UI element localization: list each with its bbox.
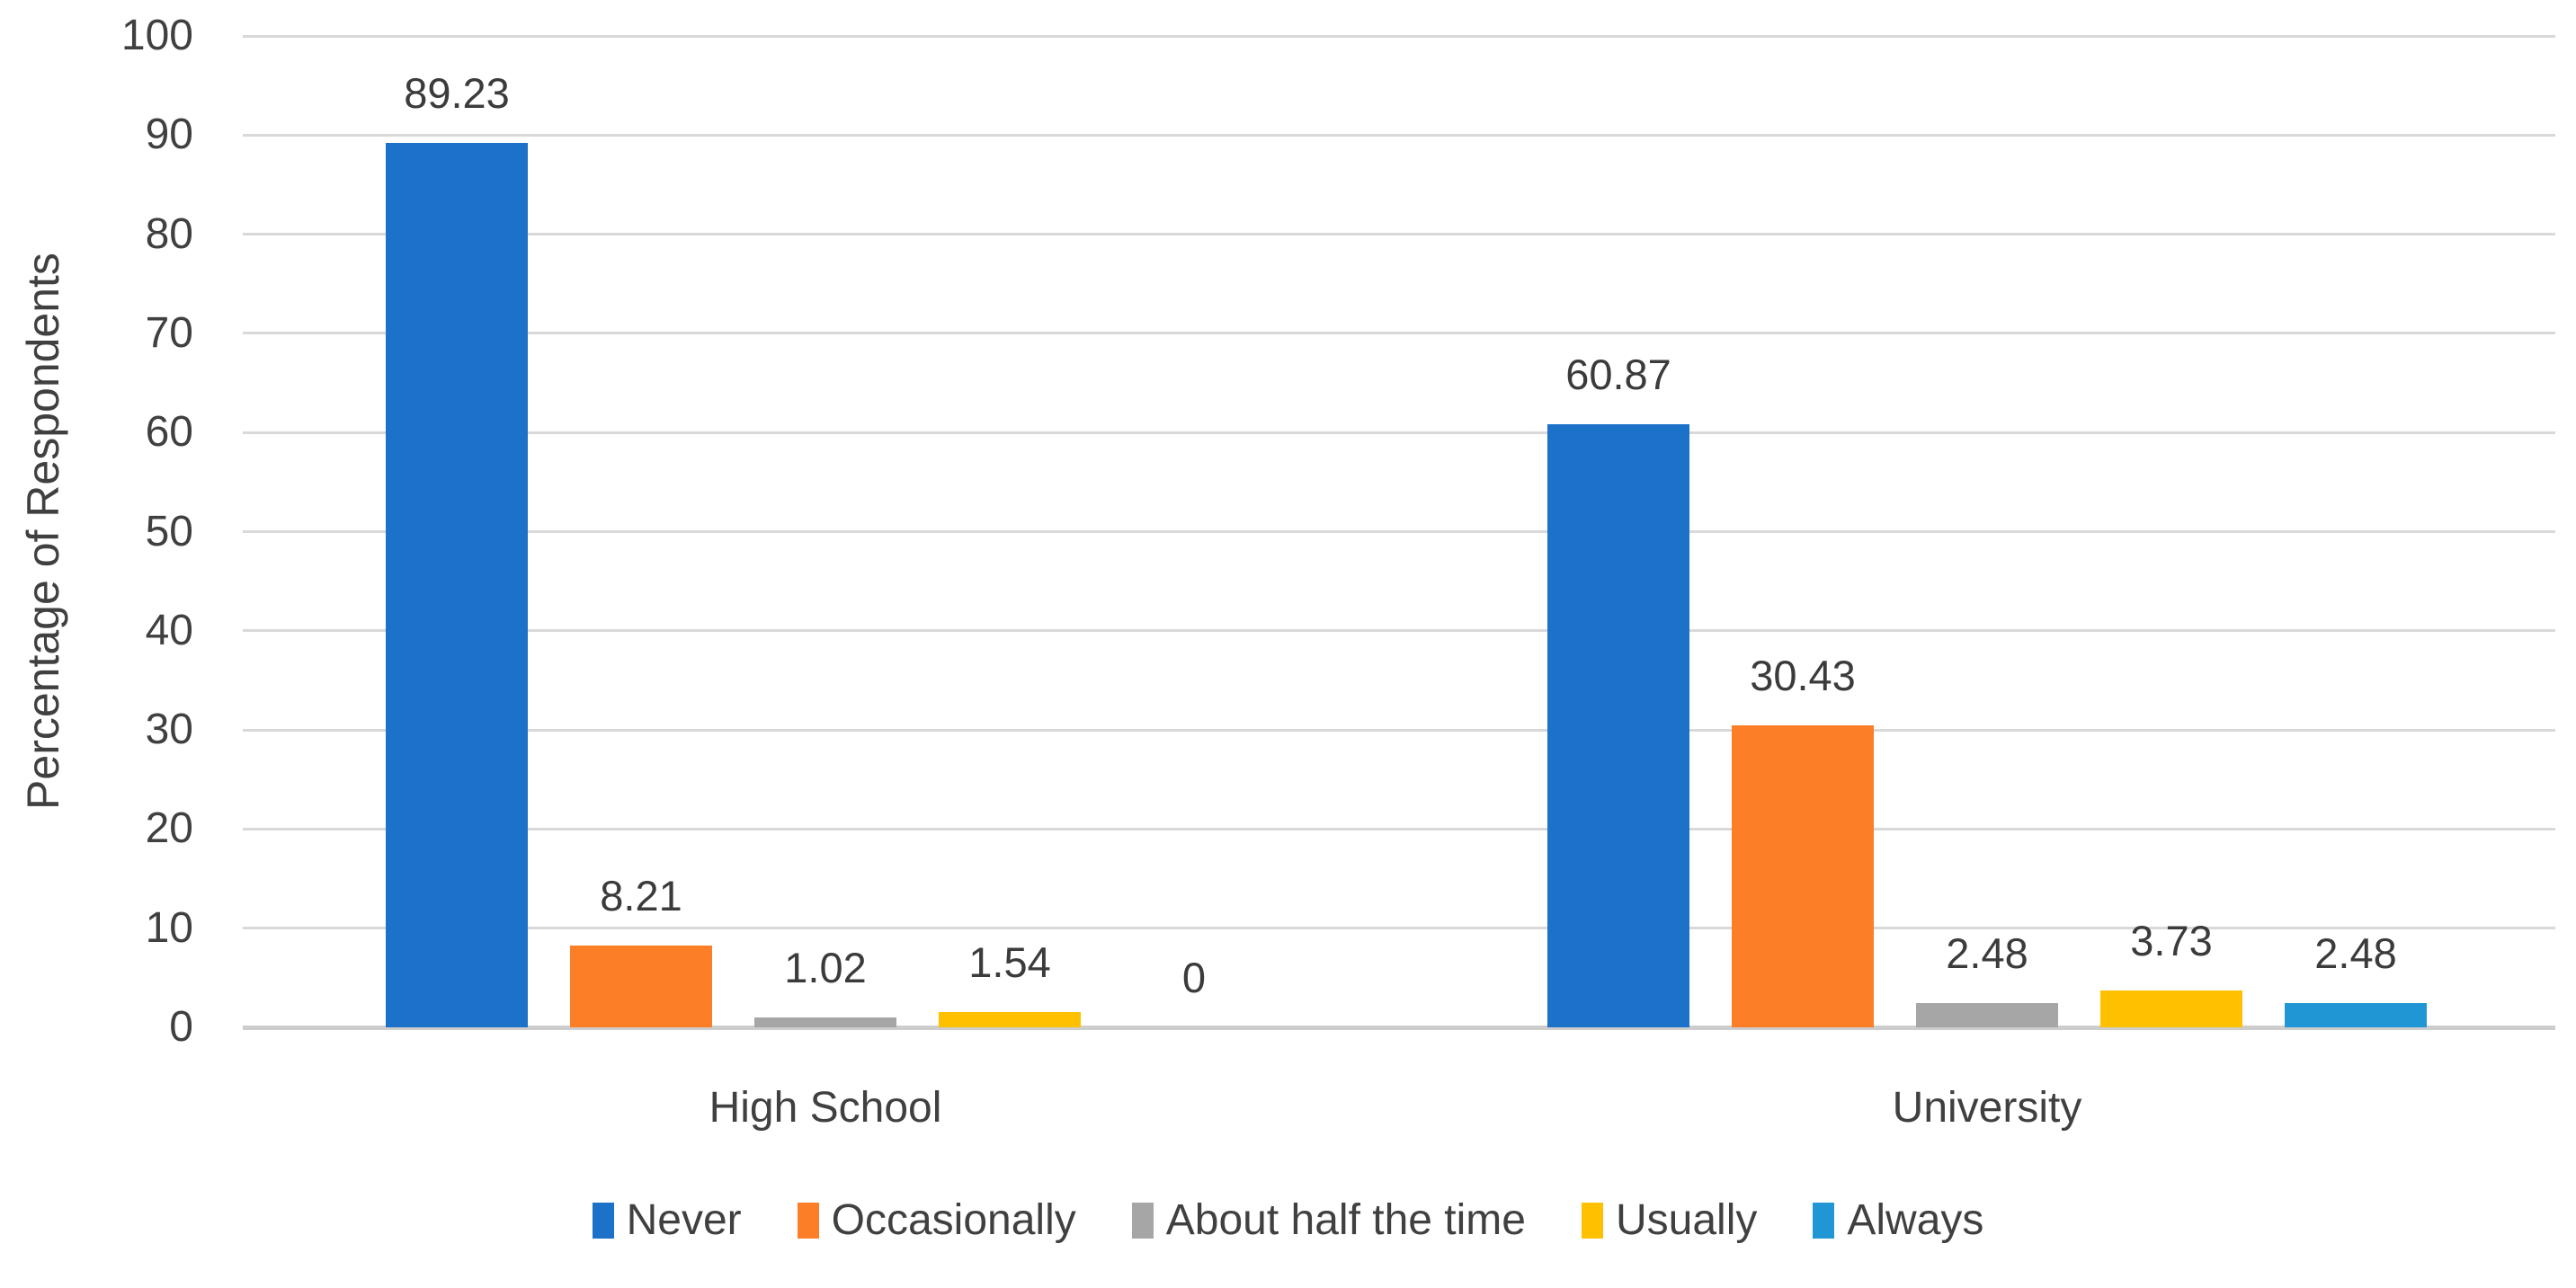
bar-value-label: 8.21 [600,872,682,920]
y-tick-label: 80 [145,209,193,258]
gridline [243,332,2555,335]
bar-value-label: 1.02 [784,943,867,991]
y-tick-label: 90 [145,111,193,159]
legend-label: About half the time [1165,1196,1526,1244]
y-tick-label: 100 [120,12,193,59]
bar-never [386,142,528,1027]
legend-swatch-about-half-the-time [1131,1202,1154,1239]
bar-value-label: 60.87 [1565,350,1671,398]
bar-usually [939,1012,1081,1027]
y-tick-label: 40 [145,606,193,654]
legend-item: Always [1813,1195,1983,1245]
legend-item: Occasionally [797,1195,1076,1245]
y-tick-label: 70 [145,308,193,357]
bar-value-label: 2.48 [2314,928,2397,977]
legend-item: About half the time [1131,1195,1526,1245]
bar-never [1547,423,1689,1027]
gridline [243,530,2555,533]
bar-value-label: 1.54 [968,938,1051,986]
y-tick-label: 0 [169,1003,193,1051]
x-axis-baseline [243,1025,2555,1030]
gridline [243,431,2555,434]
bar-occasionally [570,946,712,1027]
bar-value-label: 89.23 [404,68,510,117]
y-tick-label: 60 [145,408,193,457]
gridline [243,133,2555,137]
bar-about-half-the-time [1916,1002,2058,1027]
y-tick-label: 10 [145,903,193,952]
gridline [243,34,2555,38]
legend-label: Usually [1615,1196,1758,1244]
legend-swatch-usually [1581,1202,1603,1239]
legend-label: Never [626,1196,742,1244]
bar-value-label: 3.73 [2130,916,2213,964]
legend-item: Never [592,1195,742,1245]
legend-swatch-occasionally [797,1202,819,1239]
legend-label: Always [1847,1196,1984,1244]
category-label: High School [709,1084,942,1132]
gridline [243,629,2555,633]
bar-always [2285,1002,2427,1027]
bar-about-half-the-time [754,1017,896,1027]
bar-value-label: 0 [1181,954,1207,1001]
bar-value-label: 2.48 [1946,928,2028,977]
y-tick-label: 20 [145,804,193,853]
legend-swatch-never [592,1202,614,1239]
legend-item: Usually [1581,1195,1758,1245]
category-label: University [1892,1084,2082,1132]
legend-swatch-always [1813,1202,1835,1239]
y-tick-label: 50 [145,507,193,555]
gridline [243,827,2555,831]
legend: Never Occasionally About half the time Usua… [0,1195,2576,1245]
gridline [243,728,2555,732]
y-tick-label: 30 [145,706,193,754]
legend-label: Occasionally [831,1196,1076,1244]
gridline [243,233,2555,236]
bar-occasionally [1732,725,1874,1027]
gridline [243,927,2555,930]
bar-value-label: 30.43 [1750,652,1856,700]
plot-area [243,34,2555,1030]
bar-usually [2100,990,2242,1027]
